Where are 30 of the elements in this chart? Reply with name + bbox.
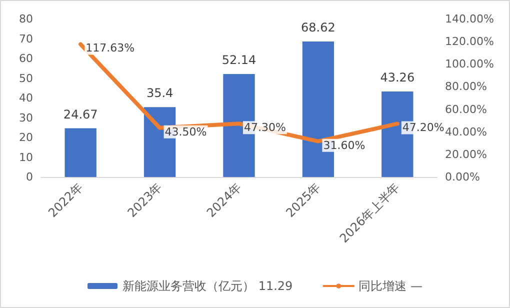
y-tick-label: 60 (19, 52, 33, 65)
bar (64, 128, 96, 177)
y2-tick-label: 0.00% (445, 170, 480, 184)
y-tick-label: 40 (19, 92, 33, 104)
y2-tick-label: 60.00% (445, 102, 487, 116)
data-label: 117.63% (86, 42, 135, 55)
y-tick-label: 70 (19, 32, 33, 46)
y2-tick-label: 80.00% (445, 80, 487, 94)
y-tick-label: 20 (19, 131, 33, 144)
data-label: 43.26 (380, 70, 415, 85)
data-label: 43.50% (164, 125, 207, 138)
y-tick-label: 0 (26, 170, 33, 184)
y2-tick-label: 20.00% (445, 148, 487, 161)
y2-tick-label: 100.00% (445, 58, 494, 71)
legend-label: 同比增速 — (358, 279, 423, 293)
data-label: 24.67 (63, 107, 98, 122)
y-tick-label: 30 (19, 111, 33, 124)
y-tick-label: 50 (19, 72, 33, 85)
data-label: 31.60% (323, 138, 366, 152)
data-label: 47.20% (402, 121, 444, 134)
y2-tick-label: 120.00% (445, 35, 494, 48)
data-label: 47.30% (244, 121, 286, 134)
y2-tick-label: 140.00% (445, 12, 494, 26)
data-label: 52.14 (222, 53, 256, 68)
y2-tick-label: 40.00% (445, 125, 487, 138)
y-tick-label: 10 (19, 150, 33, 164)
data-label: 68.62 (301, 20, 336, 34)
legend-label: 新能源业务营收（亿元） 11.29 (122, 279, 293, 293)
data-label: 35.4 (146, 86, 174, 100)
y-tick-label: 80 (19, 12, 33, 26)
